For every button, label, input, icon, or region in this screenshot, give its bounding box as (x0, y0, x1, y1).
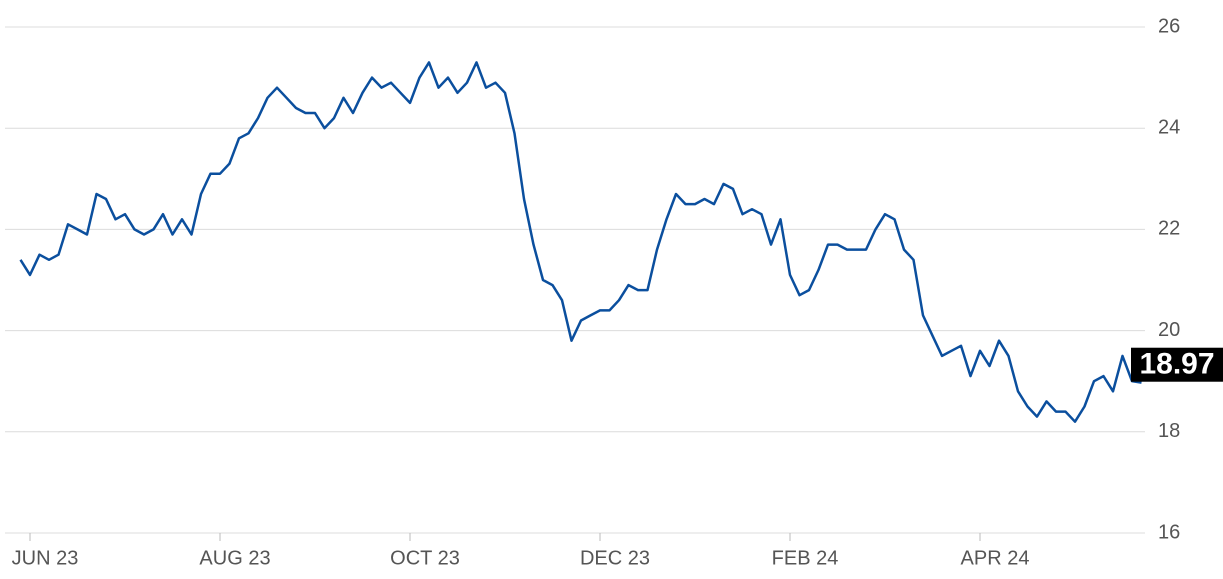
y-tick-label: 16 (1158, 521, 1180, 543)
y-tick-label: 18 (1158, 420, 1180, 442)
price-line (19, 61, 1142, 423)
y-tick-label: 20 (1158, 319, 1180, 341)
y-tick-label: 22 (1158, 218, 1180, 240)
x-tick-label: DEC 23 (580, 547, 650, 569)
y-tick-label: 24 (1158, 116, 1180, 138)
last-value-text: 18.97 (1139, 348, 1214, 381)
last-value-label: 18.97 (1131, 348, 1223, 382)
x-tick-label: AUG 23 (199, 547, 270, 569)
x-tick-label: OCT 23 (390, 547, 460, 569)
x-tick-label: JUN 23 (12, 547, 79, 569)
last-value-box (1131, 347, 1223, 382)
x-tick-label: FEB 24 (772, 547, 839, 569)
y-tick-label: 26 (1158, 15, 1180, 37)
x-tick-label: APR 24 (961, 547, 1030, 569)
